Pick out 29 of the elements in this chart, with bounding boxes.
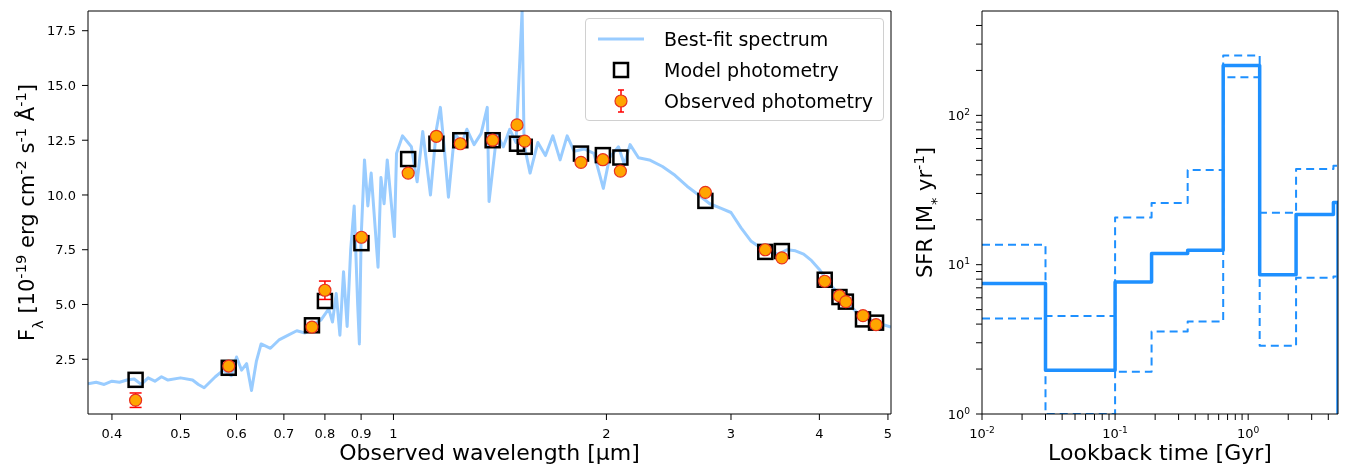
x-tick-label: 0.7: [273, 426, 295, 441]
x-tick-label: 10$^{-1}$: [1102, 425, 1128, 441]
x-tick-label: 0.5: [170, 426, 191, 441]
y-tick-label: 5.0: [55, 297, 76, 313]
y-tick-label: 12.5: [47, 132, 76, 148]
y-tick-label: 10$^{0}$: [947, 405, 971, 422]
x-tick-label: 0.8: [314, 426, 336, 441]
x-tick-label: 4: [815, 426, 824, 441]
x-tick-label: 0.6: [226, 426, 247, 441]
y-tick-label: 10$^{2}$: [947, 106, 970, 123]
x-tick-label: 1: [389, 426, 398, 441]
x-axis-title: Observed wavelength [μm]: [339, 440, 640, 465]
x-tick-label: 0.9: [350, 426, 372, 441]
y-tick-label: 17.5: [47, 23, 76, 39]
y-tick-label: 10$^{1}$: [947, 256, 970, 273]
x-tick-label: 0.4: [101, 426, 123, 441]
y-tick-label: 7.5: [55, 242, 76, 258]
x-tick-label: 10$^{0}$: [1237, 425, 1260, 441]
legend-label: Model photometry: [664, 58, 839, 81]
x-tick-label: 3: [726, 426, 736, 441]
x-axis-title: Lookback time [Gyr]: [1048, 440, 1272, 465]
y-tick-label: 15.0: [47, 78, 76, 94]
x-tick-label: 5: [883, 426, 893, 441]
legend-label: Observed photometry: [664, 89, 873, 112]
legend-label: Best-fit spectrum: [664, 27, 829, 50]
x-tick-label: 10$^{-2}$: [969, 425, 995, 441]
y-tick-label: 10.0: [47, 187, 76, 203]
y-tick-label: 2.5: [55, 351, 76, 367]
x-tick-label: 2: [602, 426, 611, 441]
